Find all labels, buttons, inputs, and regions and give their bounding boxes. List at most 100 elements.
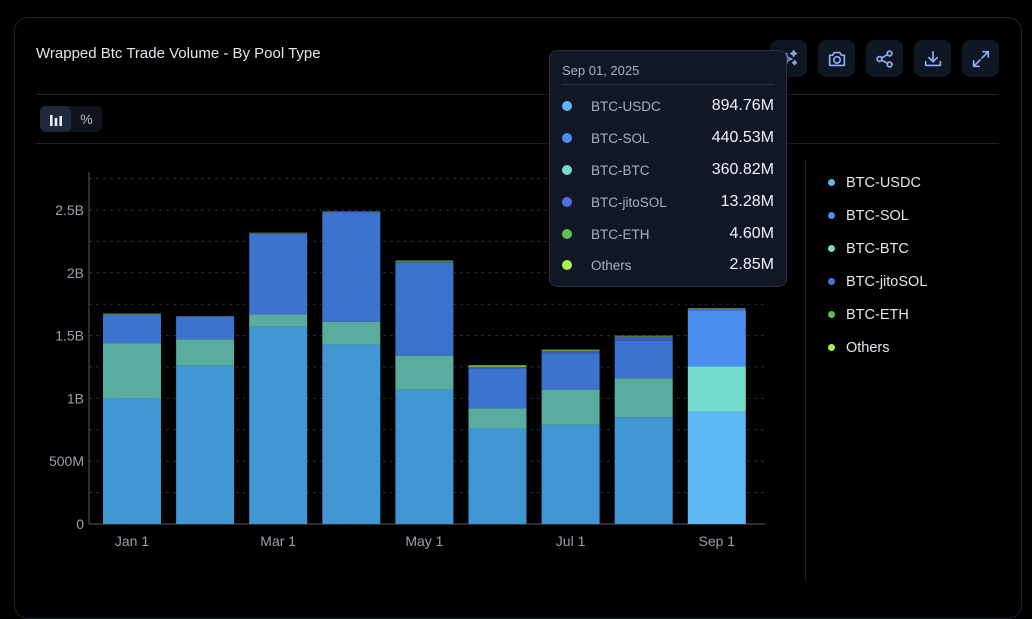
bar-segment-btc-btc [688, 366, 746, 411]
bar-segment-btc-usdc [103, 398, 161, 524]
bar-segment-btc-jitosol [615, 337, 673, 341]
legend-dot [828, 344, 835, 351]
bar-segment-btc-sol [615, 341, 673, 379]
legend-dot [828, 245, 835, 252]
bar-segment-btc-jitosol [469, 367, 527, 368]
screenshot-button[interactable] [818, 40, 855, 77]
bar-segment-btc-eth [688, 309, 746, 310]
bar-segment-btc-sol [176, 317, 234, 340]
bar-segment-btc-btc [542, 390, 600, 425]
x-tick-label: Jul 1 [556, 533, 586, 549]
tooltip-value: 2.85M [730, 256, 774, 274]
fullscreen-button[interactable] [962, 40, 999, 77]
bar-segment-btc-jitosol [688, 309, 746, 311]
tooltip-dot [562, 260, 572, 270]
tooltip-dot [562, 197, 572, 207]
tooltip-value: 13.28M [721, 193, 774, 211]
bar-segment-btc-sol [103, 316, 161, 344]
legend-dot [828, 179, 835, 186]
tooltip-divider [562, 84, 774, 85]
tooltip-label: BTC-ETH [591, 227, 730, 242]
legend-item-btc-usdc[interactable]: BTC-USDC [828, 166, 927, 199]
bar-segment-btc-usdc [615, 417, 673, 524]
legend-item-btc-jitosol[interactable]: BTC-jitoSOL [828, 265, 927, 298]
y-tick-label: 0 [76, 516, 84, 532]
tooltip-label: Others [591, 258, 730, 273]
camera-icon [826, 48, 848, 70]
bar-segment-btc-eth [469, 366, 527, 367]
x-tick-label: Sep 1 [699, 533, 736, 549]
y-tick-label: 2.5B [55, 202, 84, 218]
tooltip-label: BTC-SOL [591, 131, 712, 146]
y-tick-label: 500M [49, 453, 84, 469]
bar-segment-btc-btc [249, 314, 307, 327]
bar-segment-btc-btc [469, 408, 527, 428]
y-tick-label: 1.5B [55, 328, 84, 344]
chart-legend: BTC-USDC BTC-SOL BTC-BTC BTC-jitoSOL BTC… [828, 166, 927, 364]
bar-segment-btc-sol [688, 311, 746, 366]
bar-segment-btc-btc [322, 322, 380, 345]
tooltip-label: BTC-BTC [591, 163, 712, 178]
bar-segment-btc-eth [103, 314, 161, 315]
legend-item-btc-eth[interactable]: BTC-ETH [828, 298, 927, 331]
tooltip-label: BTC-USDC [591, 99, 712, 114]
bar-segment-others [615, 336, 673, 337]
legend-label: BTC-SOL [846, 208, 909, 224]
bar-segment-btc-jitosol [322, 212, 380, 213]
bar-segment-btc-eth [395, 261, 453, 262]
bar-segment-btc-jitosol [249, 233, 307, 234]
legend-label: BTC-ETH [846, 307, 909, 323]
bar-segment-btc-btc [176, 339, 234, 365]
tooltip-date: Sep 01, 2025 [562, 63, 639, 78]
bar-segment-btc-sol [322, 213, 380, 322]
chart-toolbar [770, 40, 999, 77]
x-tick-label: May 1 [405, 533, 443, 549]
bar-segment-btc-sol [249, 234, 307, 314]
bar-segment-btc-eth [542, 351, 600, 352]
bar-segment-btc-eth [615, 336, 673, 337]
legend-item-btc-sol[interactable]: BTC-SOL [828, 199, 927, 232]
bar-segment-btc-jitosol [103, 315, 161, 316]
x-tick-label: Jan 1 [115, 533, 149, 549]
legend-item-others[interactable]: Others [828, 331, 927, 364]
bar-segment-btc-usdc [688, 412, 746, 524]
tooltip-label: BTC-jitoSOL [591, 195, 721, 210]
tooltip-dot [562, 133, 572, 143]
legend-label: BTC-BTC [846, 241, 909, 257]
bar-segment-btc-usdc [469, 429, 527, 524]
bar-segment-btc-jitosol [395, 262, 453, 263]
bar-segment-btc-usdc [542, 425, 600, 524]
bar-segment-btc-btc [395, 356, 453, 390]
y-tick-label: 2B [67, 265, 84, 281]
bar-segment-btc-usdc [395, 390, 453, 524]
y-tick-label: 1B [67, 390, 84, 406]
legend-dot [828, 278, 835, 285]
download-icon [922, 48, 944, 70]
tooltip-value: 4.60M [730, 225, 774, 243]
legend-item-btc-btc[interactable]: BTC-BTC [828, 232, 927, 265]
tooltip-value: 360.82M [712, 161, 774, 179]
tooltip-dot [562, 101, 572, 111]
download-button[interactable] [914, 40, 951, 77]
bar-segment-btc-btc [103, 343, 161, 398]
tooltip-value: 440.53M [712, 129, 774, 147]
share-icon [874, 48, 896, 70]
legend-label: BTC-USDC [846, 175, 921, 191]
bar-segment-others [542, 350, 600, 351]
bar-segment-btc-usdc [322, 344, 380, 524]
bar-segment-btc-sol [395, 263, 453, 356]
share-button[interactable] [866, 40, 903, 77]
bar-segment-btc-usdc [249, 327, 307, 524]
bar-segment-btc-usdc [176, 366, 234, 524]
bar-segment-btc-jitosol [542, 351, 600, 353]
bar-segment-btc-sol [469, 368, 527, 408]
tooltip-dot [562, 229, 572, 239]
legend-label: Others [846, 340, 890, 356]
